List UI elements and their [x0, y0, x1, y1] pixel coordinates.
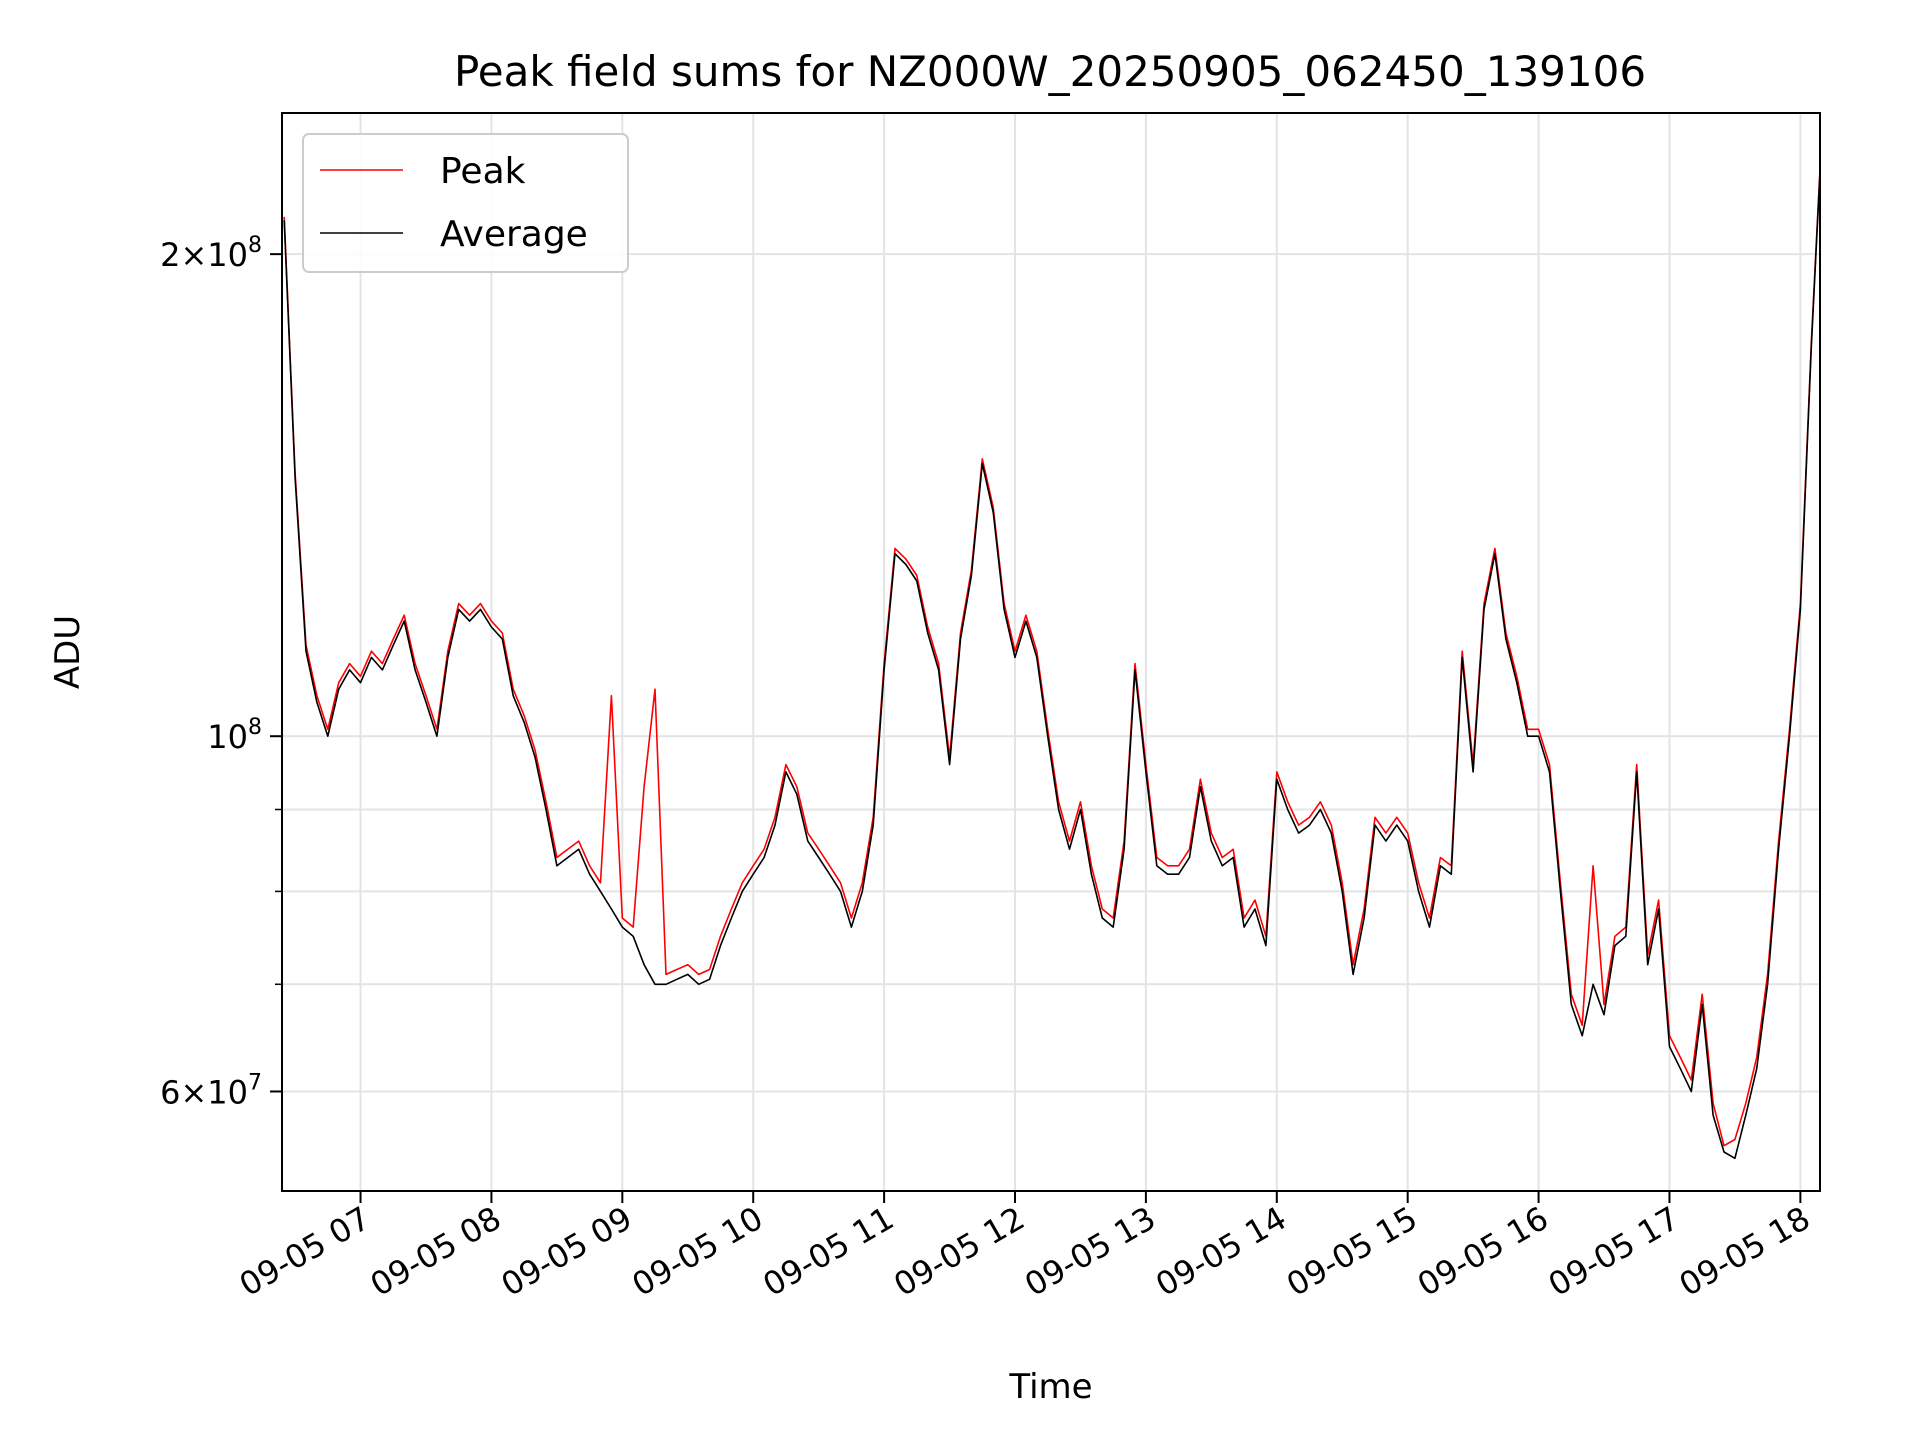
- y-axis: 6×107 108 2×108: [160, 233, 282, 1111]
- series-layer: [283, 169, 1821, 1160]
- grid: [282, 113, 1820, 1191]
- legend: Peak Average: [302, 133, 629, 273]
- series-peak-line: [283, 169, 1821, 1147]
- x-axis-label: Time: [1008, 1367, 1092, 1407]
- y-tick-label: 2×108: [160, 233, 262, 274]
- y-tick-label: 6×107: [160, 1070, 262, 1111]
- legend-label-average: Average: [440, 214, 588, 255]
- series-average-line: [283, 172, 1821, 1160]
- legend-box: [302, 133, 629, 273]
- legend-label-peak: Peak: [440, 151, 526, 192]
- y-tick-label: 108: [207, 715, 262, 756]
- y-axis-label: ADU: [48, 615, 88, 689]
- plot-frame: [281, 112, 1821, 1192]
- chart-title: Peak field sums for NZ000W_20250905_0624…: [454, 47, 1646, 96]
